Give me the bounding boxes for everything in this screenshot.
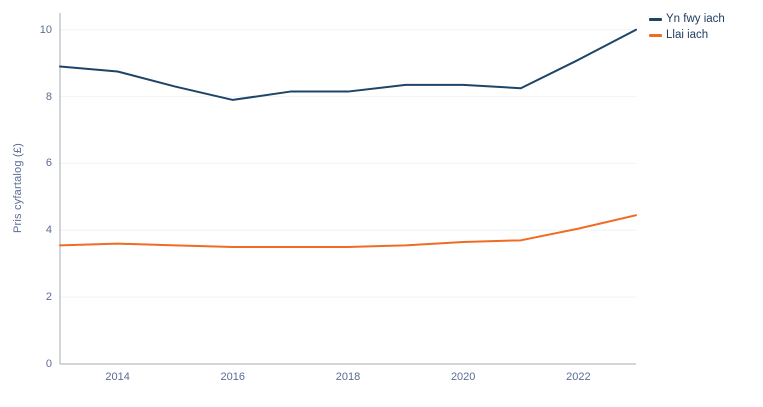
y-tick-label: 6 [45,157,52,170]
series-line-1 [59,214,637,248]
legend-swatch-yn-fwy-iach-icon [649,17,662,21]
legend: Yn fwy iach Llai iach [649,13,725,41]
x-tick-label: 2016 [220,371,246,383]
x-tick-label: 2022 [566,371,591,383]
y-tick-label: 2 [45,291,52,304]
x-tick-label: 2018 [335,371,361,383]
legend-label-llai-iach: Llai iach [666,29,709,41]
x-tick-label: 2014 [105,371,130,383]
y-tick-label: 4 [45,224,52,237]
y-axis-title: Pris cyfartalog (£) [12,143,24,233]
y-tick-label: 8 [45,90,52,103]
x-tick-label: 2020 [450,371,476,383]
series-line-0 [59,28,637,101]
y-tick-label: 10 [39,23,52,36]
legend-item-llai-iach[interactable]: Llai iach [649,29,725,41]
y-tick-label: 0 [45,358,52,370]
legend-swatch-llai-iach-icon [649,33,662,37]
legend-label-yn-fwy-iach: Yn fwy iach [666,13,725,25]
legend-item-yn-fwy-iach[interactable]: Yn fwy iach [649,13,725,25]
